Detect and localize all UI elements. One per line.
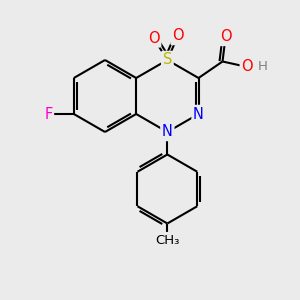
Text: H: H [258, 60, 268, 74]
Text: O: O [148, 31, 160, 46]
Text: CH₃: CH₃ [155, 233, 179, 247]
Text: S: S [163, 52, 172, 68]
Text: O: O [220, 29, 231, 44]
Text: F: F [44, 106, 52, 122]
Text: N: N [193, 106, 204, 122]
Text: O: O [172, 28, 184, 44]
Text: N: N [162, 124, 173, 140]
Text: O: O [241, 59, 253, 74]
